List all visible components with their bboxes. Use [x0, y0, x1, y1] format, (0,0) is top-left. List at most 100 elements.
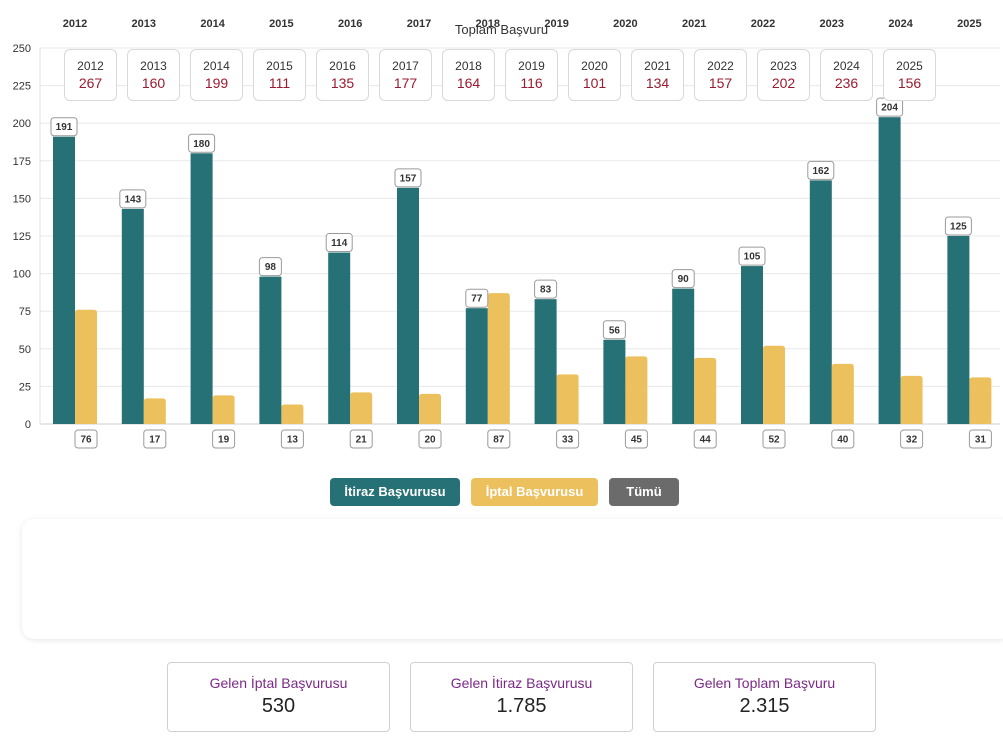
data-label-text: 83	[540, 285, 552, 296]
year-total-year: 2015	[266, 59, 293, 73]
bar-itiraz[interactable]	[672, 288, 695, 424]
data-label-box	[119, 189, 147, 209]
year-total-box: 2013 160	[127, 49, 180, 101]
year-total-value: 111	[268, 75, 291, 91]
data-label-text: 76	[80, 435, 92, 446]
bar-iptal[interactable]	[694, 357, 717, 424]
data-label: 143	[119, 189, 147, 209]
data-label-box	[349, 429, 373, 449]
data-label: 87	[487, 429, 511, 449]
data-label-box	[762, 429, 786, 449]
bar-itiraz[interactable]	[741, 266, 763, 424]
bar-iptal[interactable]	[625, 356, 648, 424]
stat-card-title: Gelen İtiraz Başvurusu	[450, 675, 593, 691]
year-total-year: 2020	[581, 59, 608, 73]
data-label-box	[188, 133, 216, 153]
stat-card-title: Gelen Toplam Başvuru	[693, 675, 836, 691]
data-label-text: 56	[609, 325, 621, 336]
y-tick-label: 225	[13, 81, 31, 93]
bar-iptal[interactable]	[350, 392, 373, 424]
year-total-year: 2021	[644, 59, 671, 73]
legend-itiraz-button[interactable]: İtiraz Başvurusu	[330, 478, 460, 506]
bar-itiraz[interactable]	[328, 252, 351, 424]
bar-itiraz[interactable]	[603, 339, 626, 424]
bar-iptal[interactable]	[75, 309, 97, 424]
bar-iptal[interactable]	[831, 363, 854, 424]
year-total-box: 2016 135	[316, 49, 369, 101]
x-tick-label: 2016	[338, 18, 362, 30]
bar-itiraz[interactable]	[947, 236, 970, 424]
data-label: 162	[807, 160, 835, 180]
data-label-text: 87	[493, 435, 505, 446]
bar-iptal[interactable]	[212, 395, 235, 424]
bar-iptal[interactable]	[487, 293, 510, 424]
year-total-value: 135	[330, 75, 355, 91]
y-tick-label: 250	[13, 43, 31, 55]
bar-iptal[interactable]	[281, 404, 304, 424]
data-label-text: 45	[631, 435, 643, 446]
legend-iptal-button[interactable]: İptal Başvurusu	[471, 478, 598, 506]
x-tick-label: 2020	[613, 18, 637, 30]
data-label-box	[74, 429, 98, 449]
year-total-year: 2012	[77, 59, 104, 73]
stat-card-title: Gelen İptal Başvurusu	[209, 675, 348, 691]
bar-itiraz[interactable]	[397, 187, 419, 424]
stat-card-value: 1.785	[496, 695, 547, 717]
bar-iptal[interactable]	[556, 374, 579, 424]
data-label-text: 52	[768, 435, 780, 446]
data-label-box	[968, 429, 992, 449]
y-tick-label: 25	[19, 381, 31, 393]
data-label-box	[143, 429, 167, 449]
data-label-text: 114	[331, 238, 348, 249]
year-total-box: 2018 164	[442, 49, 495, 101]
bar-iptal[interactable]	[763, 345, 785, 424]
bar-itiraz[interactable]	[259, 276, 282, 424]
year-total-box: 2015 111	[253, 49, 306, 101]
year-total-box: 2023 202	[757, 49, 810, 101]
bar-iptal[interactable]	[900, 375, 923, 424]
bar-itiraz[interactable]	[878, 117, 901, 425]
data-label: 20	[418, 429, 442, 449]
data-label: 125	[944, 216, 972, 236]
data-label: 191	[50, 117, 78, 137]
stat-card-toplam: Gelen Toplam Başvuru 2.315	[653, 662, 876, 732]
data-label-box	[258, 257, 282, 277]
data-label-text: 21	[356, 435, 368, 446]
data-label: 180	[188, 133, 216, 153]
year-total-box: 2025 156	[883, 49, 936, 101]
year-total-year: 2022	[707, 59, 734, 73]
data-label: 31	[968, 429, 992, 449]
y-tick-label: 75	[19, 306, 31, 318]
y-tick-label: 175	[13, 156, 31, 168]
stat-card-value: 2.315	[739, 695, 790, 717]
y-tick-label: 150	[13, 193, 31, 205]
bar-iptal[interactable]	[419, 393, 441, 424]
stat-card-itiraz: Gelen İtiraz Başvurusu 1.785	[410, 662, 633, 732]
bar-itiraz[interactable]	[809, 180, 832, 424]
bar-iptal[interactable]	[969, 377, 992, 424]
data-label-box	[900, 429, 924, 449]
data-label-text: 77	[471, 294, 483, 305]
legend-tumu-button[interactable]: Tümü	[609, 478, 679, 506]
stat-card-iptal: Gelen İptal Başvurusu 530	[167, 662, 390, 732]
data-label-box	[831, 429, 855, 449]
year-total-year: 2025	[896, 59, 923, 73]
data-label: 77	[465, 288, 489, 308]
bar-itiraz[interactable]	[53, 136, 75, 424]
data-label: 114	[325, 233, 353, 253]
year-total-box: 2021 134	[631, 49, 684, 101]
data-label-box	[624, 429, 648, 449]
bar-itiraz[interactable]	[465, 308, 488, 424]
bar-iptal[interactable]	[143, 398, 166, 424]
year-total-box: 2024 236	[820, 49, 873, 101]
bar-itiraz[interactable]	[534, 299, 557, 424]
data-label-text: 13	[287, 435, 299, 446]
data-label-text: 191	[56, 122, 73, 133]
bar-itiraz[interactable]	[190, 153, 213, 424]
data-label: 33	[556, 429, 580, 449]
data-label: 56	[602, 320, 626, 340]
year-total-value: 236	[834, 75, 859, 91]
data-label: 45	[624, 429, 648, 449]
bar-itiraz[interactable]	[121, 208, 144, 424]
data-label: 98	[258, 257, 282, 277]
